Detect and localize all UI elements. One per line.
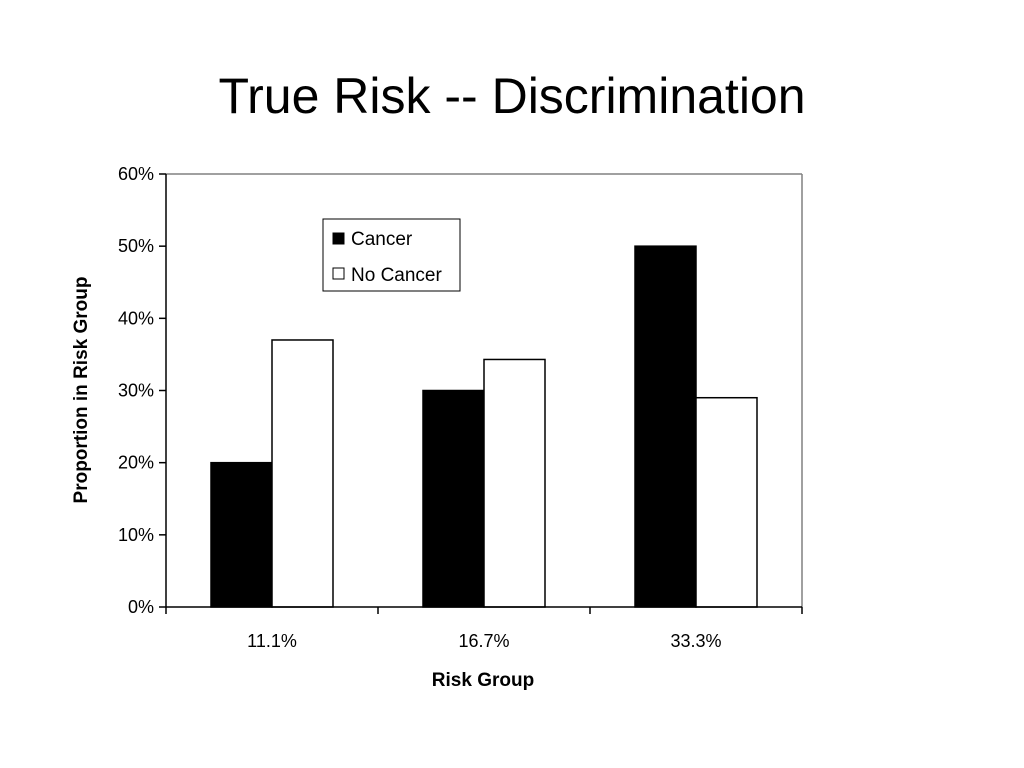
bar-cancer-1 [210,461,273,608]
x-axis-title: Risk Group [432,670,534,691]
axes-group [159,173,803,614]
legend-label-no-cancer: No Cancer [351,265,442,286]
bar-cancer-2 [422,389,485,608]
legend-label-cancer: Cancer [351,229,413,250]
y-tick-label: 40% [118,308,154,328]
legend-frame [322,218,461,292]
x-tick-label: 11.1% [247,631,297,651]
bar-no-cancer-3 [695,396,758,608]
x-tick-label: 16.7% [458,631,509,651]
x-tick-label: 33.3% [670,631,721,651]
x-tick-labels: 11.1% 16.7% 33.3% [247,631,721,651]
legend: Cancer No Cancer [322,218,461,292]
legend-swatch-no-cancer [332,267,345,280]
bar-no-cancer-1 [271,339,334,608]
y-axis-title: Proportion in Risk Group [71,277,92,504]
chart-title: True Risk -- Discrimination [218,68,806,124]
bar-no-cancer-2 [483,358,546,608]
bars-group [210,245,758,608]
y-tick-label: 10% [118,525,154,545]
y-tick-label: 20% [118,453,154,473]
bar-cancer-3 [634,245,697,608]
y-tick-labels: 0% 10% 20% 30% 40% 50% 60% [118,164,154,617]
legend-swatch-cancer [332,232,345,245]
y-tick-label: 60% [118,164,154,184]
y-tick-label: 30% [118,381,154,401]
plot-frame-group [166,173,803,607]
y-tick-label: 50% [118,236,154,256]
y-tick-label: 0% [128,597,154,617]
